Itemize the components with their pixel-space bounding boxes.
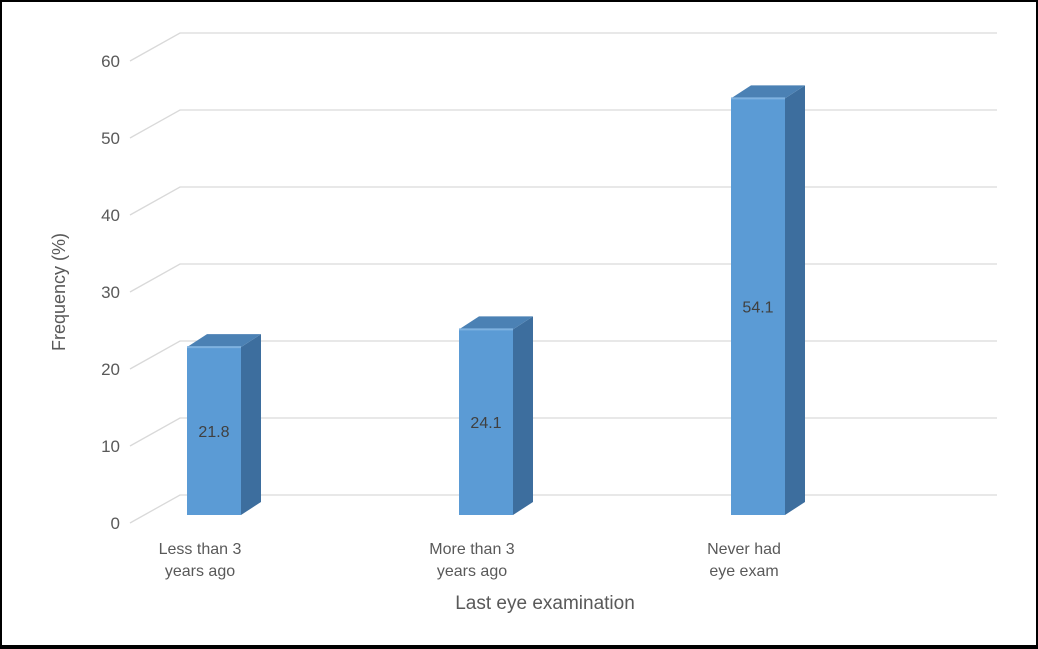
gridline <box>129 494 997 524</box>
bar-side-face <box>785 85 805 516</box>
bar-top-face <box>187 334 261 348</box>
y-tick-label: 40 <box>101 206 120 225</box>
x-axis-category-labels: Less than 3 years ago More than 3 years ago… <box>159 541 781 580</box>
gridline <box>129 186 997 216</box>
bar-side-face <box>513 316 533 515</box>
bar-column <box>459 316 533 515</box>
bar-value-label: 24.1 <box>470 415 501 432</box>
bar-value-label: 21.8 <box>198 424 229 441</box>
gridlines <box>129 32 997 524</box>
gridline <box>129 340 997 370</box>
data-labels: 21.8 24.1 54.1 <box>198 300 773 441</box>
bar-front-face <box>187 347 241 515</box>
x-axis-title: Last eye examination <box>455 593 635 614</box>
gridline <box>129 109 997 139</box>
bar-front-face <box>459 329 513 515</box>
y-axis-title: Frequency (%) <box>49 233 69 351</box>
bar-column <box>731 85 805 516</box>
bar-side-face <box>241 334 261 515</box>
y-tick-label: 60 <box>101 52 120 71</box>
bar-top-face <box>731 85 805 99</box>
gridline <box>129 32 997 62</box>
category-label-line: Never had <box>707 541 781 558</box>
bar-front-face <box>731 98 785 516</box>
y-axis-tick-labels: 0 10 20 30 40 50 60 <box>101 52 120 533</box>
y-tick-label: 0 <box>111 514 120 533</box>
y-tick-label: 30 <box>101 283 120 302</box>
category-label-line: eye exam <box>709 563 778 580</box>
gridline <box>129 417 997 447</box>
category-label-line: years ago <box>437 563 507 580</box>
y-tick-label: 10 <box>101 437 120 456</box>
category-label-line: More than 3 <box>429 541 514 558</box>
y-tick-label: 50 <box>101 129 120 148</box>
bar-top-face <box>459 316 533 330</box>
bar-value-label: 54.1 <box>742 300 773 317</box>
bars <box>187 85 805 516</box>
gridline <box>129 263 997 293</box>
bar-column <box>187 334 261 515</box>
y-tick-label: 20 <box>101 360 120 379</box>
category-label-line: years ago <box>165 563 235 580</box>
category-label-line: Less than 3 <box>159 541 242 558</box>
